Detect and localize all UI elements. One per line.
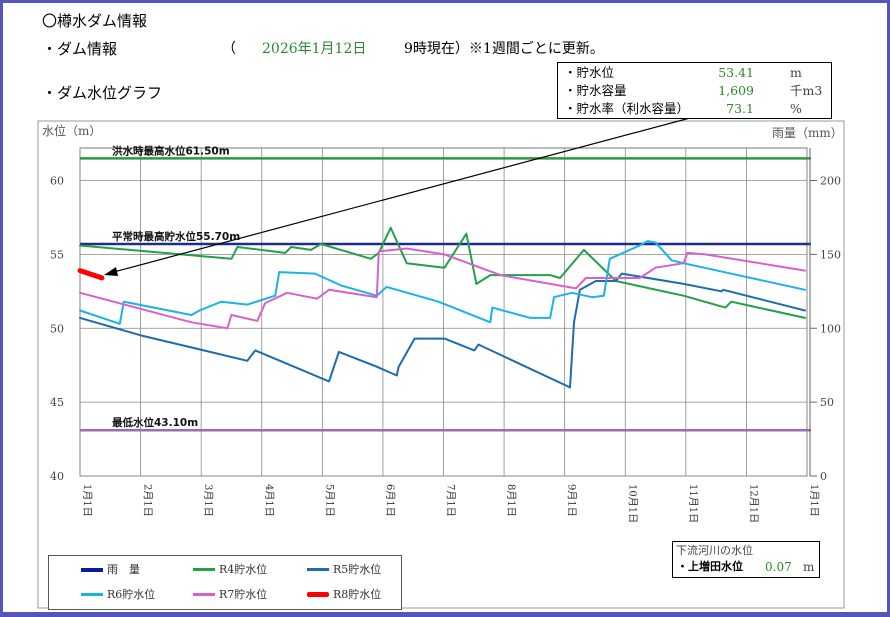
reference-line-label: 最低水位43.10m: [112, 416, 198, 429]
reference-line-label: 洪水時最高水位61.50m: [112, 144, 230, 157]
series-line-R6貯水位: [79, 240, 806, 325]
y-tick-label: 50: [50, 322, 64, 335]
reservoir-info-box: ・貯水位 53.41 m ・貯水容量 1,609 千m3 ・貯水率（利水容量） …: [557, 62, 832, 119]
reference-line-label: 平常時最高貯水位55.70m: [112, 230, 240, 243]
y-tick-label: 60: [50, 175, 64, 188]
y-tick-label: 55: [50, 248, 64, 261]
x-tick-label: 3月1日: [202, 484, 214, 517]
downstream-unit: m: [803, 560, 815, 574]
series-line-R4貯水位: [79, 226, 806, 319]
info-row-rate: ・貯水率（利水容量） 73.1 %: [564, 100, 826, 117]
x-tick-label: 1月1日: [808, 484, 820, 517]
legend-swatch: [307, 592, 329, 597]
downstream-label: ・上増田水位: [677, 560, 743, 573]
series-group: [77, 226, 806, 389]
dam-info-label: ・ダム情報: [42, 40, 118, 58]
grid: [79, 147, 808, 477]
legend-label: R8貯水位: [333, 588, 382, 601]
legend-label: R5貯水位: [333, 563, 382, 576]
downstream-value: 0.07: [765, 560, 792, 574]
annotation-arrow: [109, 117, 691, 274]
x-tick-label: 2月1日: [142, 484, 154, 517]
series-line-R5貯水位: [79, 272, 806, 389]
x-tick-label: 10月1日: [626, 484, 638, 523]
info-label: ・貯水率（利水容量）: [564, 101, 690, 116]
downstream-title: 下流河川の水位: [676, 544, 753, 557]
legend-swatch: [307, 568, 329, 571]
graph-label: ・ダム水位グラフ: [42, 84, 163, 102]
legend-label: R7貯水位: [219, 588, 268, 601]
info-value: 1,609: [718, 83, 754, 98]
legend-swatch: [193, 593, 215, 596]
chart-frame: [37, 120, 845, 609]
info-unit: %: [790, 101, 802, 116]
y2-tick-label: 50: [820, 396, 834, 409]
page-title: 〇樽水ダム情報: [42, 12, 148, 30]
info-value: 53.41: [718, 65, 754, 80]
y-tick-label: 45: [50, 396, 64, 409]
chart-legend: 雨 量 R4貯水位 R5貯水位 R6貯水位 R7貯水位 R8貯水位: [48, 555, 402, 610]
x-tick-label: 1月1日: [81, 484, 93, 517]
y-axis-label-left: 水位（m）: [42, 124, 102, 138]
x-tick-label: 9月1日: [566, 484, 578, 517]
y2-tick-label: 150: [820, 248, 841, 261]
update-date: 2026年1月12日: [262, 41, 367, 57]
legend-swatch: [81, 568, 103, 572]
update-note: 9時現在）※1週間ごとに更新。: [404, 41, 604, 57]
info-row-volume: ・貯水容量 1,609 千m3: [564, 82, 826, 99]
legend-swatch: [193, 568, 215, 571]
reference-lines: 洪水時最高水位61.50m 平常時最高貯水位55.70m 最低水位43.10m: [80, 144, 811, 432]
legend-label: 雨 量: [107, 563, 140, 576]
info-label: ・貯水位: [564, 65, 615, 80]
y2-tick-label: 0: [820, 470, 827, 483]
arrow-head-icon: [104, 267, 118, 276]
legend-label: R4貯水位: [219, 563, 268, 576]
series-line-R7貯水位: [79, 247, 806, 330]
x-tick-label: 7月1日: [445, 484, 457, 517]
x-tick-label: 5月1日: [323, 484, 335, 517]
x-tick-label: 12月1日: [747, 484, 759, 523]
x-tick-label: 8月1日: [505, 484, 517, 517]
legend-label: R6貯水位: [107, 588, 156, 601]
y2-tick-label: 100: [820, 322, 841, 335]
y2-tick-label: 200: [820, 175, 841, 188]
x-tick-label: 6月1日: [384, 484, 396, 517]
y-axis-label-right: 雨量（mm）: [772, 126, 843, 140]
info-label: ・貯水容量: [564, 83, 627, 98]
paren-open: （: [222, 41, 236, 57]
series-line-R8貯水位: [77, 268, 105, 281]
info-unit: m: [790, 65, 802, 80]
legend-swatch: [81, 593, 103, 596]
info-row-level: ・貯水位 53.41 m: [564, 64, 826, 81]
info-value: 73.1: [726, 101, 754, 116]
x-tick-label: 11月1日: [687, 484, 699, 523]
info-unit: 千m3: [790, 83, 823, 98]
downstream-level-box: 下流河川の水位 ・上増田水位 0.07 m: [672, 541, 820, 578]
x-tick-label: 4月1日: [263, 484, 275, 517]
y-tick-label: 40: [50, 470, 64, 483]
axes: 40 45 50 55 60 0 50 100 150 200 1月1日 2月1日 3月1日 4月1日 5月…: [50, 148, 841, 523]
